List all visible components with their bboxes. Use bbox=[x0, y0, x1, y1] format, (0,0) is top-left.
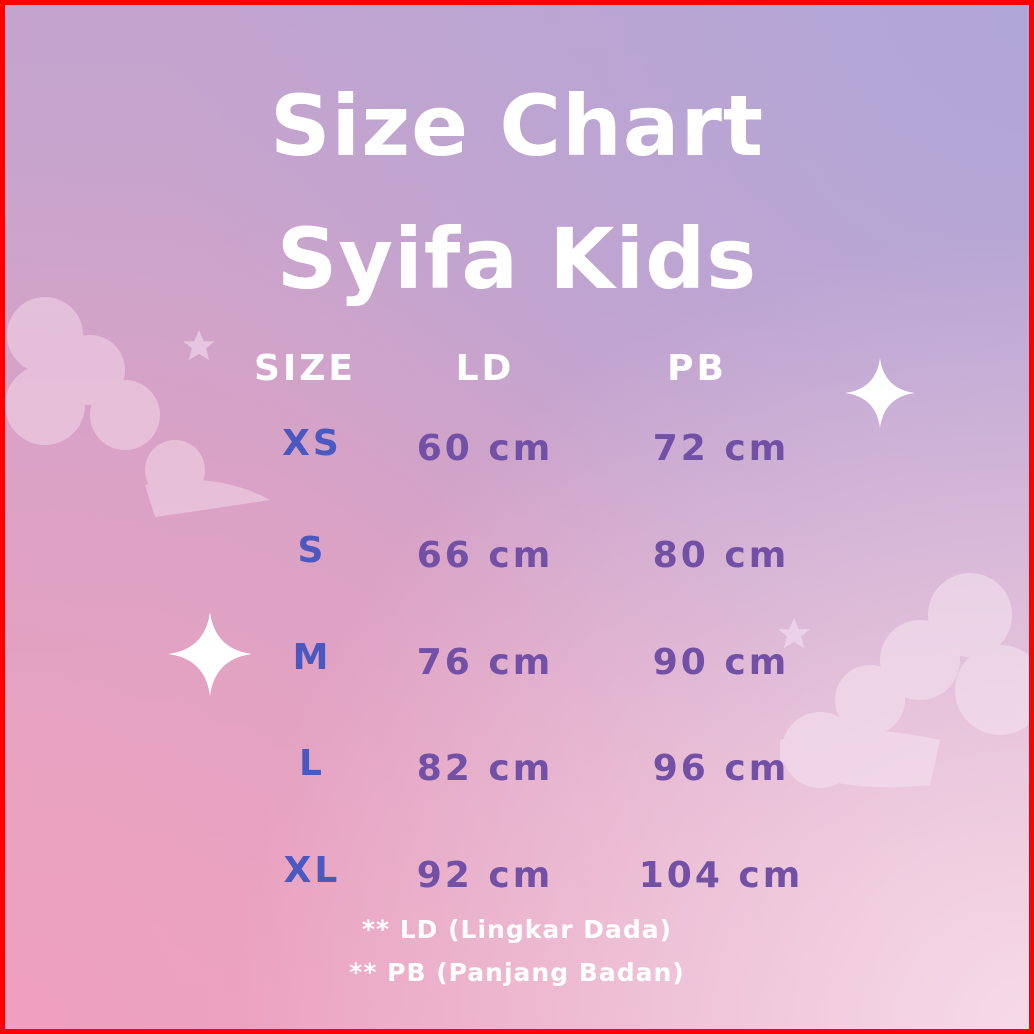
sparkle-icon bbox=[845, 358, 915, 428]
title-line-2: Syifa Kids bbox=[276, 210, 758, 308]
title-line-1: Size Chart bbox=[269, 77, 765, 175]
pb-cell: 80 cm bbox=[652, 535, 790, 576]
pb-cell: 96 cm bbox=[652, 748, 790, 789]
pb-cell: 72 cm bbox=[652, 428, 790, 469]
ld-cell: 82 cm bbox=[416, 748, 554, 789]
size-cell: L bbox=[299, 743, 325, 784]
cloud-right-decoration bbox=[780, 573, 1029, 788]
star-icon bbox=[778, 618, 810, 649]
size-cell: M bbox=[292, 637, 332, 678]
sparkle-icon bbox=[168, 612, 252, 696]
pb-cell: 104 cm bbox=[638, 855, 804, 896]
size-cell: XS bbox=[282, 423, 342, 464]
header-pb: PB bbox=[667, 348, 727, 389]
ld-cell: 66 cm bbox=[416, 535, 554, 576]
header-size: SIZE bbox=[253, 348, 357, 389]
size-cell: XL bbox=[283, 850, 341, 891]
ld-cell: 60 cm bbox=[416, 428, 554, 469]
note-pb: ** PB (Panjang Badan) bbox=[349, 958, 685, 987]
cloud-left-decoration bbox=[5, 297, 270, 517]
star-icon bbox=[183, 330, 215, 361]
header-ld: LD bbox=[455, 348, 515, 389]
ld-cell: 92 cm bbox=[416, 855, 554, 896]
size-cell: S bbox=[297, 530, 327, 571]
pb-cell: 90 cm bbox=[652, 642, 790, 683]
ld-cell: 76 cm bbox=[416, 642, 554, 683]
note-ld: ** LD (Lingkar Dada) bbox=[361, 915, 673, 944]
